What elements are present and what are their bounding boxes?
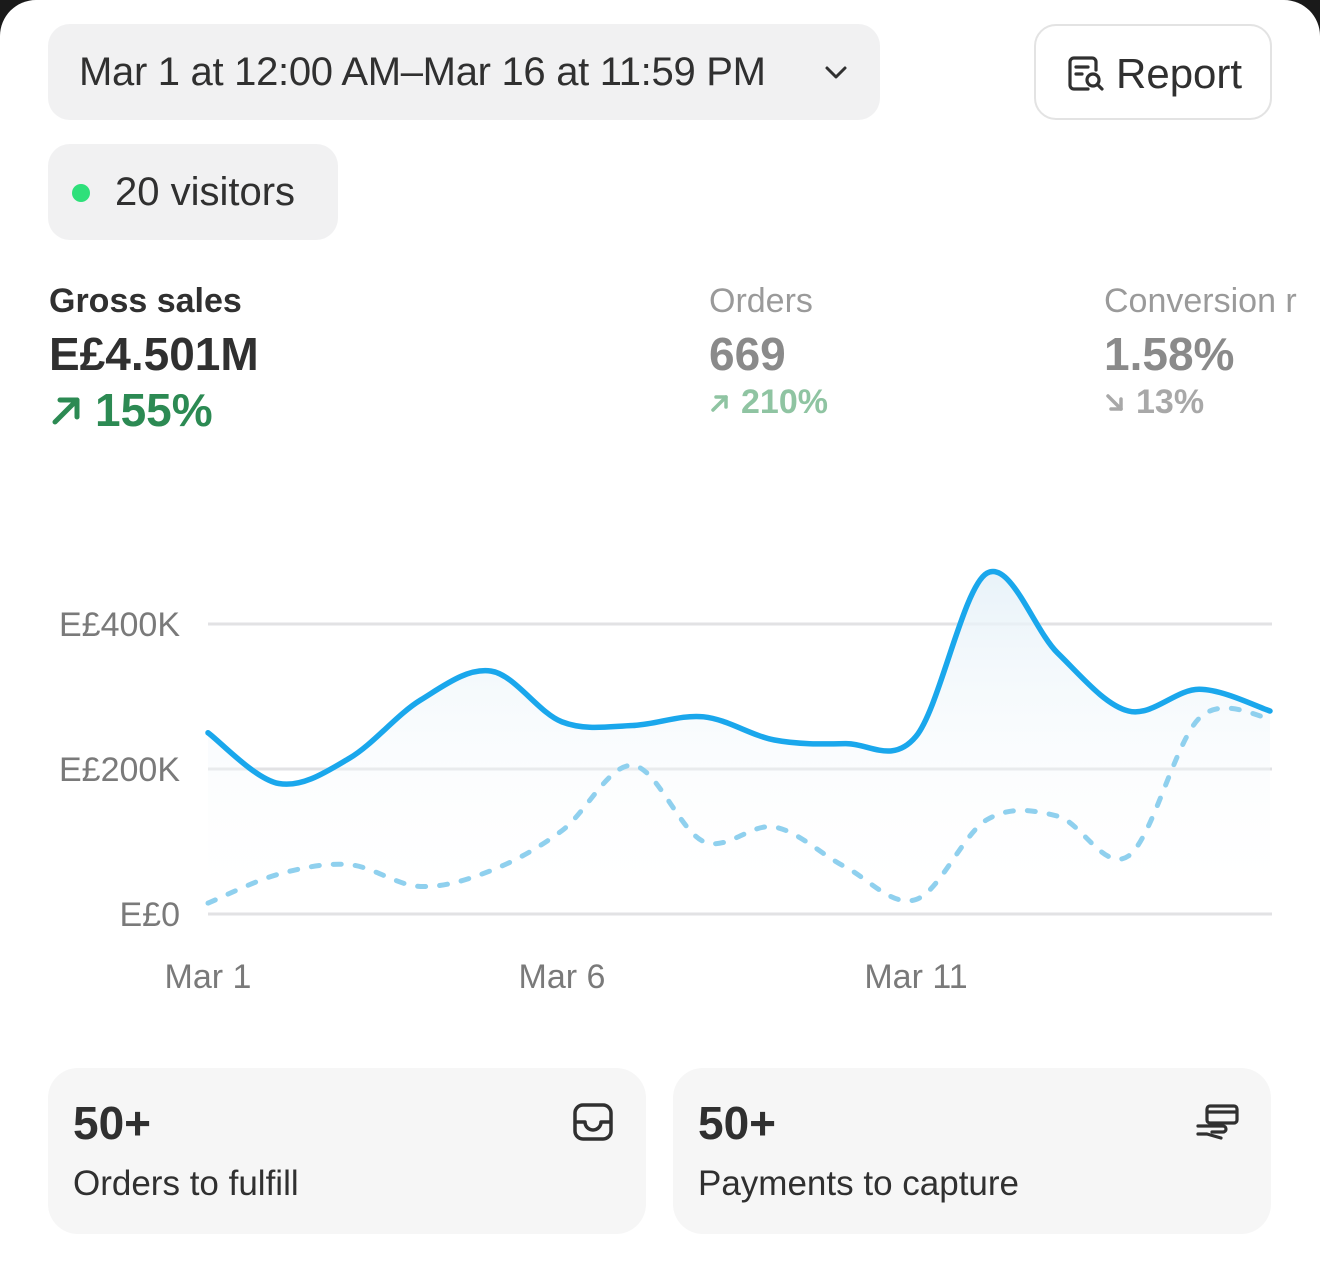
metric-change-value: 210%: [741, 383, 828, 421]
metric-change-value: 13%: [1136, 383, 1205, 421]
y-tick-label: E£0: [120, 896, 181, 934]
metric-label: Gross sales: [49, 282, 242, 320]
series-area: [208, 571, 1270, 914]
comparison-series-line: [205, 705, 1273, 906]
metric-label: Conversion r: [1104, 282, 1297, 320]
y-tick-label: E£400K: [59, 606, 180, 644]
live-status-dot: [72, 184, 90, 202]
inbox-icon: [573, 1103, 613, 1141]
tile-count: 50+: [73, 1097, 152, 1149]
date-range-label: Mar 1 at 12:00 AM–Mar 16 at 11:59 PM: [79, 49, 766, 94]
date-range-picker[interactable]: Mar 1 at 12:00 AM–Mar 16 at 11:59 PM: [48, 24, 880, 120]
orders-to-fulfill-card[interactable]: 50+ Orders to fulfill: [48, 1068, 646, 1234]
current-series-line: [205, 568, 1273, 787]
metric-change: 155%: [49, 383, 259, 437]
sales-chart: E£0 E£200K E£400K Mar 1 Mar 6 Mar 11: [59, 568, 1273, 996]
metric-change: 210%: [709, 383, 828, 422]
visitors-label: 20 visitors: [115, 170, 296, 214]
payments-to-capture-card[interactable]: 50+ Payments to capture: [673, 1068, 1271, 1234]
tile-label: Orders to fulfill: [73, 1164, 299, 1203]
metric-conversion-rate[interactable]: Conversion r 1.58% 13%: [1104, 282, 1297, 422]
report-label: Report: [1116, 50, 1243, 97]
arrow-up-right-icon: [52, 397, 80, 425]
chevron-down-icon: [825, 66, 847, 79]
metric-gross-sales[interactable]: Gross sales E£4.501M 155%: [49, 282, 259, 437]
arrow-down-right-icon: [1106, 393, 1123, 411]
metric-value: 1.58%: [1104, 328, 1235, 380]
report-search-icon: [1068, 56, 1104, 91]
metric-orders[interactable]: Orders 669 210%: [709, 282, 828, 422]
y-tick-label: E£200K: [59, 751, 180, 789]
arrow-up-right-icon: [711, 394, 728, 412]
metric-label: Orders: [709, 282, 813, 320]
tile-label: Payments to capture: [698, 1164, 1019, 1203]
metric-change-value: 155%: [95, 384, 213, 436]
payment-hand-icon: [1196, 1104, 1239, 1140]
x-tick-label: Mar 11: [864, 958, 967, 996]
tile-count: 50+: [698, 1097, 777, 1149]
x-tick-label: Mar 1: [165, 958, 252, 996]
live-visitors-badge[interactable]: 20 visitors: [48, 144, 338, 240]
metric-value: E£4.501M: [49, 328, 259, 380]
report-button[interactable]: Report: [1034, 24, 1272, 120]
metric-value: 669: [709, 328, 786, 380]
metric-change: 13%: [1104, 383, 1297, 422]
x-tick-label: Mar 6: [519, 958, 606, 996]
